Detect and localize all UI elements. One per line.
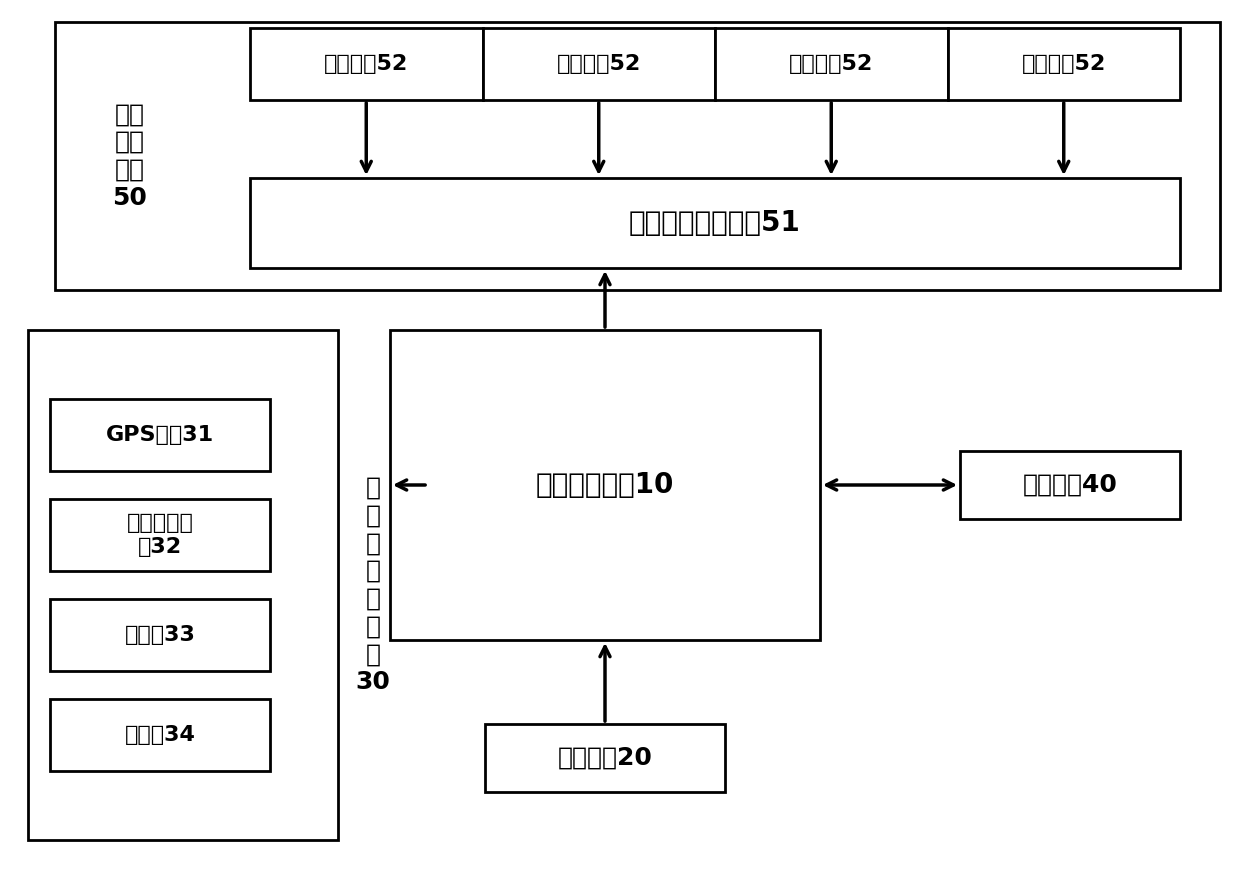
Bar — [947, 28, 1180, 100]
Bar — [482, 28, 715, 100]
Bar — [250, 178, 1180, 268]
Text: 通信模块40: 通信模块40 — [1023, 473, 1117, 497]
Bar — [55, 22, 1220, 290]
Text: 飞行器控制器10: 飞行器控制器10 — [536, 471, 675, 499]
Bar — [50, 599, 270, 671]
Text: 电源模块20: 电源模块20 — [558, 746, 652, 770]
Text: 陀螺仪33: 陀螺仪33 — [124, 625, 196, 645]
Bar — [715, 28, 947, 100]
Text: GPS导航31: GPS导航31 — [105, 425, 215, 445]
Bar — [50, 499, 270, 571]
Bar — [50, 399, 270, 471]
Bar — [50, 699, 270, 771]
Bar — [391, 330, 820, 640]
Text: 电机
驱动
模块
50: 电机 驱动 模块 50 — [113, 102, 148, 209]
Text: 四合一电机调速器51: 四合一电机调速器51 — [629, 209, 801, 237]
Text: 三轴加速度
计32: 三轴加速度 计32 — [126, 513, 193, 556]
Text: 磁力计34: 磁力计34 — [124, 725, 196, 745]
Text: 无刷电机52: 无刷电机52 — [789, 54, 873, 74]
Text: 导
航
及
测
量
模
块
30: 导 航 及 测 量 模 块 30 — [356, 476, 391, 695]
Bar — [960, 451, 1180, 519]
Bar — [250, 28, 482, 100]
Text: 无刷电机52: 无刷电机52 — [324, 54, 408, 74]
Text: 无刷电机52: 无刷电机52 — [1022, 54, 1106, 74]
Bar — [485, 724, 725, 792]
Text: 无刷电机52: 无刷电机52 — [557, 54, 641, 74]
Bar — [29, 330, 339, 840]
